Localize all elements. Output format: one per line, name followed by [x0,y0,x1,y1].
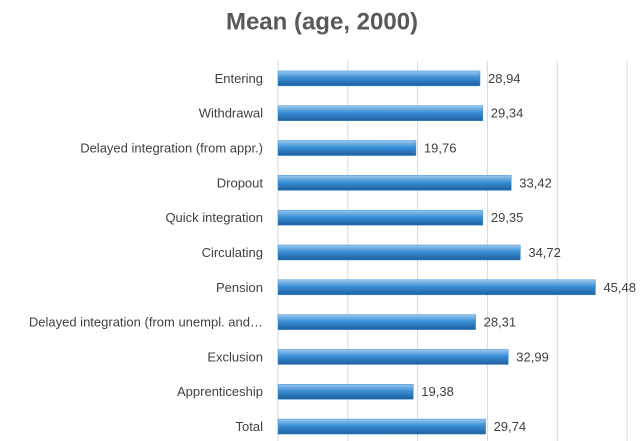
data-label: 28,31 [484,315,517,330]
bar [277,244,521,261]
chart-title: Mean (age, 2000) [226,8,418,35]
y-tick-label: Pension [216,280,263,295]
bar [277,209,484,226]
y-tick-label: Entering [215,71,263,86]
y-tick-label: Apprenticeship [177,384,263,399]
bar [277,140,417,156]
data-label: 33,42 [519,175,552,190]
bar [277,279,596,296]
data-label: 19,76 [424,140,457,155]
y-tick-label: Delayed integration (from appr.) [80,140,263,155]
data-label: 29,74 [494,419,527,434]
y-tick-label: Quick integration [165,210,263,225]
y-tick-label: Dropout [217,175,264,190]
y-tick-label: Exclusion [207,349,263,364]
y-tick-label: Total [236,419,264,434]
data-label: 29,35 [491,210,524,225]
data-label: 29,34 [491,106,524,121]
y-tick-label: Delayed integration (from unempl. and… [29,315,263,330]
bar [277,70,481,87]
bar [277,418,486,435]
y-tick-label: Circulating [202,245,263,260]
data-label: 28,94 [488,71,521,86]
data-label: 34,72 [528,245,561,260]
y-tick-label: Withdrawal [199,106,263,121]
bar [277,349,509,365]
data-label: 19,38 [421,384,454,399]
bar [277,384,414,400]
data-label: 32,99 [516,349,549,364]
data-label: 45,48 [603,280,636,295]
bar [277,105,484,121]
bar [277,314,476,330]
bar [277,175,512,191]
